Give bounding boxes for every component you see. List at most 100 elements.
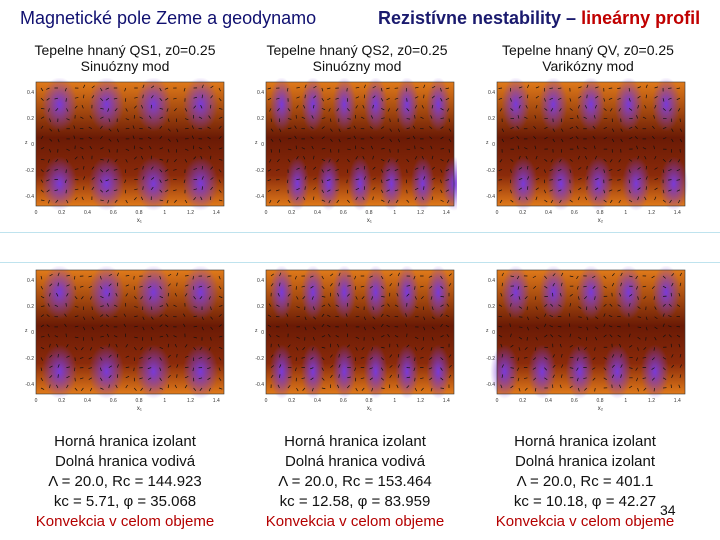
field-lobe	[576, 266, 606, 320]
x-tick-label: 1	[393, 398, 396, 404]
x-tick-label: 0.8	[136, 398, 143, 404]
x-axis-label: x₂	[598, 406, 604, 411]
x-tick-label: 0.8	[136, 210, 143, 216]
field-lobe	[269, 344, 294, 399]
field-lobe	[614, 78, 643, 132]
y-tick-label: -0.2	[255, 356, 264, 362]
field-plot-svg: 0 0.2 0.4 0.6 0.8 1 1.2 1.4 0.4 0.2 0 -0.2 -0.4 x₂ z	[486, 266, 686, 411]
x-tick-label: 1.4	[443, 210, 450, 216]
plot-frame	[265, 81, 455, 207]
y-tick-label: -0.4	[255, 382, 264, 388]
field-lobe	[363, 266, 388, 320]
info-qv: Horná hranica izolant Dolná hranica izol…	[475, 432, 695, 532]
field-lobe	[395, 78, 419, 132]
x-tick-label: 0.4	[314, 210, 321, 216]
plot-frame	[496, 269, 686, 395]
field-lobe	[584, 156, 613, 211]
x-tick-label: 1.2	[187, 210, 194, 216]
field-lobe	[348, 156, 372, 211]
x-tick-label: 1.4	[674, 398, 681, 404]
y-tick-label: 0.4	[257, 90, 264, 96]
field-lobe	[651, 266, 681, 320]
x-tick-label: 0	[35, 210, 38, 216]
y-tick-label: 0.2	[27, 304, 34, 310]
field-lobe	[182, 344, 219, 399]
caption-mode: Sinuózny mod	[312, 58, 402, 74]
y-tick-label: 0.2	[27, 116, 34, 122]
x-axis-label: x₁	[137, 218, 142, 223]
x-tick-label: 0.4	[84, 398, 91, 404]
x-axis-label: x₁	[137, 406, 142, 411]
y-axis-label: z	[25, 140, 28, 146]
field-lobe	[41, 344, 78, 399]
y-tick-label: 0	[261, 330, 264, 336]
field-lobe	[410, 156, 435, 211]
x-tick-label: 0.6	[110, 210, 117, 216]
y-tick-label: 0	[31, 330, 34, 336]
caption-qs1: Tepelne hnaný QS1, z0=0.25 Sinuózny mod	[20, 42, 230, 74]
field-lobe	[88, 344, 125, 399]
x-tick-label: 0.6	[110, 398, 117, 404]
y-tick-label: 0	[31, 142, 34, 148]
info-line: kc = 5.71, φ = 35.068	[53, 493, 197, 510]
y-tick-label: 0.4	[27, 278, 34, 284]
field-lobe	[41, 156, 78, 211]
y-axis-label: z	[25, 328, 28, 334]
x-tick-label: 0.4	[314, 398, 321, 404]
field-lobe	[41, 266, 78, 320]
divider-line	[0, 232, 720, 233]
field-lobe	[332, 266, 357, 320]
vector-field	[40, 272, 223, 392]
y-axis-label: z	[255, 328, 258, 334]
vector-field	[498, 272, 682, 392]
x-tick-label: 0.2	[519, 210, 526, 216]
x-tick-label: 1.2	[648, 398, 655, 404]
y-tick-label: -0.2	[486, 168, 495, 174]
caption-qs2: Tepelne hnaný QS2, z0=0.25 Sinuózny mod	[252, 42, 462, 74]
y-tick-label: -0.4	[486, 194, 495, 200]
field-lobe	[135, 156, 172, 211]
y-tick-label: 0.4	[488, 90, 495, 96]
info-line: Λ = 20.0, Rc = 144.923	[48, 473, 202, 490]
x-tick-label: 1.2	[417, 210, 424, 216]
y-tick-label: -0.2	[255, 168, 264, 174]
section-title-accent: lineárny profil	[581, 8, 701, 28]
y-tick-label: 0.4	[488, 278, 495, 284]
info-qs1: Horná hranica izolant Dolná hranica vodi…	[15, 432, 235, 532]
field-lobe	[301, 266, 325, 320]
field-plot-svg: 0 0.2 0.4 0.6 0.8 1 1.2 1.4 0.4 0.2 0 -0.2 -0.4 x₁ z	[255, 266, 455, 411]
field-lobe	[363, 78, 388, 132]
x-tick-label: 0.6	[571, 210, 578, 216]
field-lobe	[603, 344, 632, 399]
field-lobe	[332, 344, 357, 399]
plot-frame	[496, 81, 686, 207]
field-lobe	[88, 78, 125, 132]
y-tick-label: -0.4	[255, 194, 264, 200]
caption-mode: Varikózny mod	[542, 58, 634, 74]
plot-frame	[265, 269, 455, 395]
y-axis-label: z	[486, 140, 489, 146]
section-title: Rezistívne nestability – lineárny profil	[378, 8, 700, 29]
x-tick-label: 0.8	[366, 210, 373, 216]
x-tick-label: 1.4	[213, 398, 220, 404]
field-plot-qv-lower: 0 0.2 0.4 0.6 0.8 1 1.2 1.4 0.4 0.2 0 -0.2 -0.4 x₂ z	[483, 266, 688, 411]
field-lobe	[182, 156, 219, 211]
x-tick-label: 1.2	[417, 398, 424, 404]
field-lobe	[659, 156, 688, 211]
field-lobe	[539, 266, 568, 320]
field-lobe	[395, 344, 419, 399]
x-tick-label: 1.2	[187, 398, 194, 404]
field-lobe	[501, 78, 531, 132]
field-lobe	[316, 156, 341, 211]
y-tick-label: 0	[492, 142, 495, 148]
y-axis-label: z	[486, 328, 489, 334]
field-lobe	[509, 156, 538, 211]
x-tick-label: 0.4	[84, 210, 91, 216]
field-lobe	[182, 78, 219, 132]
field-lobe	[501, 266, 531, 320]
field-lobe	[332, 78, 357, 132]
section-title-main: Rezistívne nestability –	[378, 8, 577, 28]
field-lobe	[379, 156, 404, 211]
slide-title: Magnetické pole Zeme a geodynamo	[20, 8, 317, 28]
field-plot-qv-upper: 0 0.2 0.4 0.6 0.8 1 1.2 1.4 0.4 0.2 0 -0.2 -0.4 x₂ z	[483, 78, 688, 223]
